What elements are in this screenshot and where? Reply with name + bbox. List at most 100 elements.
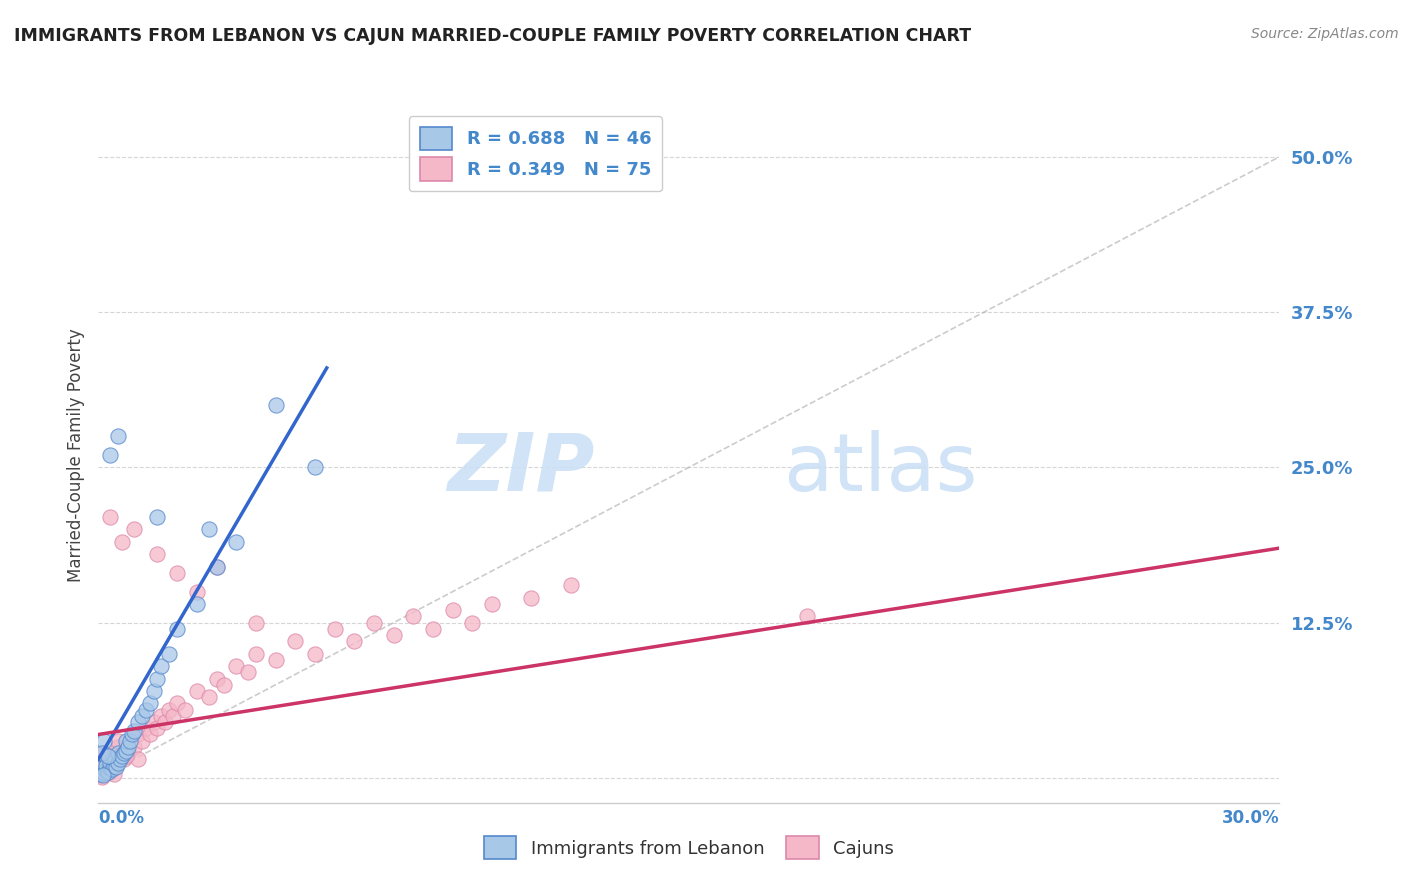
Point <box>162 708 184 723</box>
Point <box>89 767 111 781</box>
Point <box>101 761 124 775</box>
Point <box>115 733 138 747</box>
Point <box>103 756 125 770</box>
Point <box>138 727 160 741</box>
Point <box>98 510 121 524</box>
Point <box>115 739 138 754</box>
Point <box>205 559 228 574</box>
Point <box>111 748 134 763</box>
Point <box>93 767 115 781</box>
Point <box>117 739 139 754</box>
Point <box>197 690 219 705</box>
Point <box>135 703 157 717</box>
Point <box>214 678 236 692</box>
Point <box>131 708 153 723</box>
Point <box>461 615 484 630</box>
Legend: Immigrants from Lebanon, Cajuns: Immigrants from Lebanon, Cajuns <box>472 825 905 871</box>
Point <box>796 609 818 624</box>
Point <box>103 758 125 772</box>
Point <box>146 721 169 735</box>
Point <box>205 672 228 686</box>
Point <box>155 714 177 729</box>
Point <box>264 653 287 667</box>
Point <box>103 752 125 766</box>
Point <box>107 756 129 770</box>
Text: ZIP: ZIP <box>447 430 595 508</box>
Point <box>98 761 121 775</box>
Point <box>146 672 169 686</box>
Point <box>94 766 117 780</box>
Point <box>115 748 138 763</box>
Point <box>304 460 326 475</box>
Point <box>103 748 125 763</box>
Point <box>186 584 208 599</box>
Point <box>112 746 135 760</box>
Point <box>264 398 287 412</box>
Point <box>98 756 121 770</box>
Point <box>481 597 503 611</box>
Point <box>103 767 125 781</box>
Point <box>93 766 115 780</box>
Point <box>323 622 346 636</box>
Point <box>402 609 425 624</box>
Point <box>121 727 143 741</box>
Point <box>97 764 120 779</box>
Point <box>107 733 129 747</box>
Point <box>142 684 165 698</box>
Point <box>107 752 129 766</box>
Point <box>382 628 405 642</box>
Point <box>107 429 129 443</box>
Point <box>166 566 188 580</box>
Text: Source: ZipAtlas.com: Source: ZipAtlas.com <box>1251 27 1399 41</box>
Point <box>150 659 173 673</box>
Point <box>245 647 267 661</box>
Point <box>343 634 366 648</box>
Point <box>174 703 197 717</box>
Point <box>93 733 115 747</box>
Point <box>363 615 385 630</box>
Point <box>107 739 129 754</box>
Point <box>111 534 134 549</box>
Point <box>122 523 145 537</box>
Point <box>127 727 149 741</box>
Point <box>142 714 165 729</box>
Point <box>138 697 160 711</box>
Point <box>93 746 115 760</box>
Point <box>108 748 131 763</box>
Point <box>560 578 582 592</box>
Point <box>91 768 114 782</box>
Point <box>111 746 134 760</box>
Point <box>127 752 149 766</box>
Point <box>146 510 169 524</box>
Point <box>117 746 139 760</box>
Point <box>101 762 124 776</box>
Text: 30.0%: 30.0% <box>1222 809 1279 827</box>
Point <box>157 647 180 661</box>
Point <box>98 764 121 779</box>
Point <box>422 622 444 636</box>
Point <box>115 744 138 758</box>
Point <box>98 760 121 774</box>
Point <box>108 752 131 766</box>
Point <box>150 708 173 723</box>
Point <box>91 761 114 775</box>
Point <box>520 591 543 605</box>
Point <box>98 758 121 772</box>
Point <box>96 764 118 778</box>
Y-axis label: Married-Couple Family Poverty: Married-Couple Family Poverty <box>66 328 84 582</box>
Point <box>90 746 112 760</box>
Point <box>105 760 128 774</box>
Point <box>225 659 247 673</box>
Point <box>135 721 157 735</box>
Point <box>96 760 118 774</box>
Point <box>441 603 464 617</box>
Point <box>91 764 114 778</box>
Point <box>91 766 114 780</box>
Text: 0.0%: 0.0% <box>98 809 145 827</box>
Point <box>118 733 141 747</box>
Point <box>197 523 219 537</box>
Point <box>245 615 267 630</box>
Point <box>122 723 145 738</box>
Point <box>96 756 118 770</box>
Point <box>97 764 120 778</box>
